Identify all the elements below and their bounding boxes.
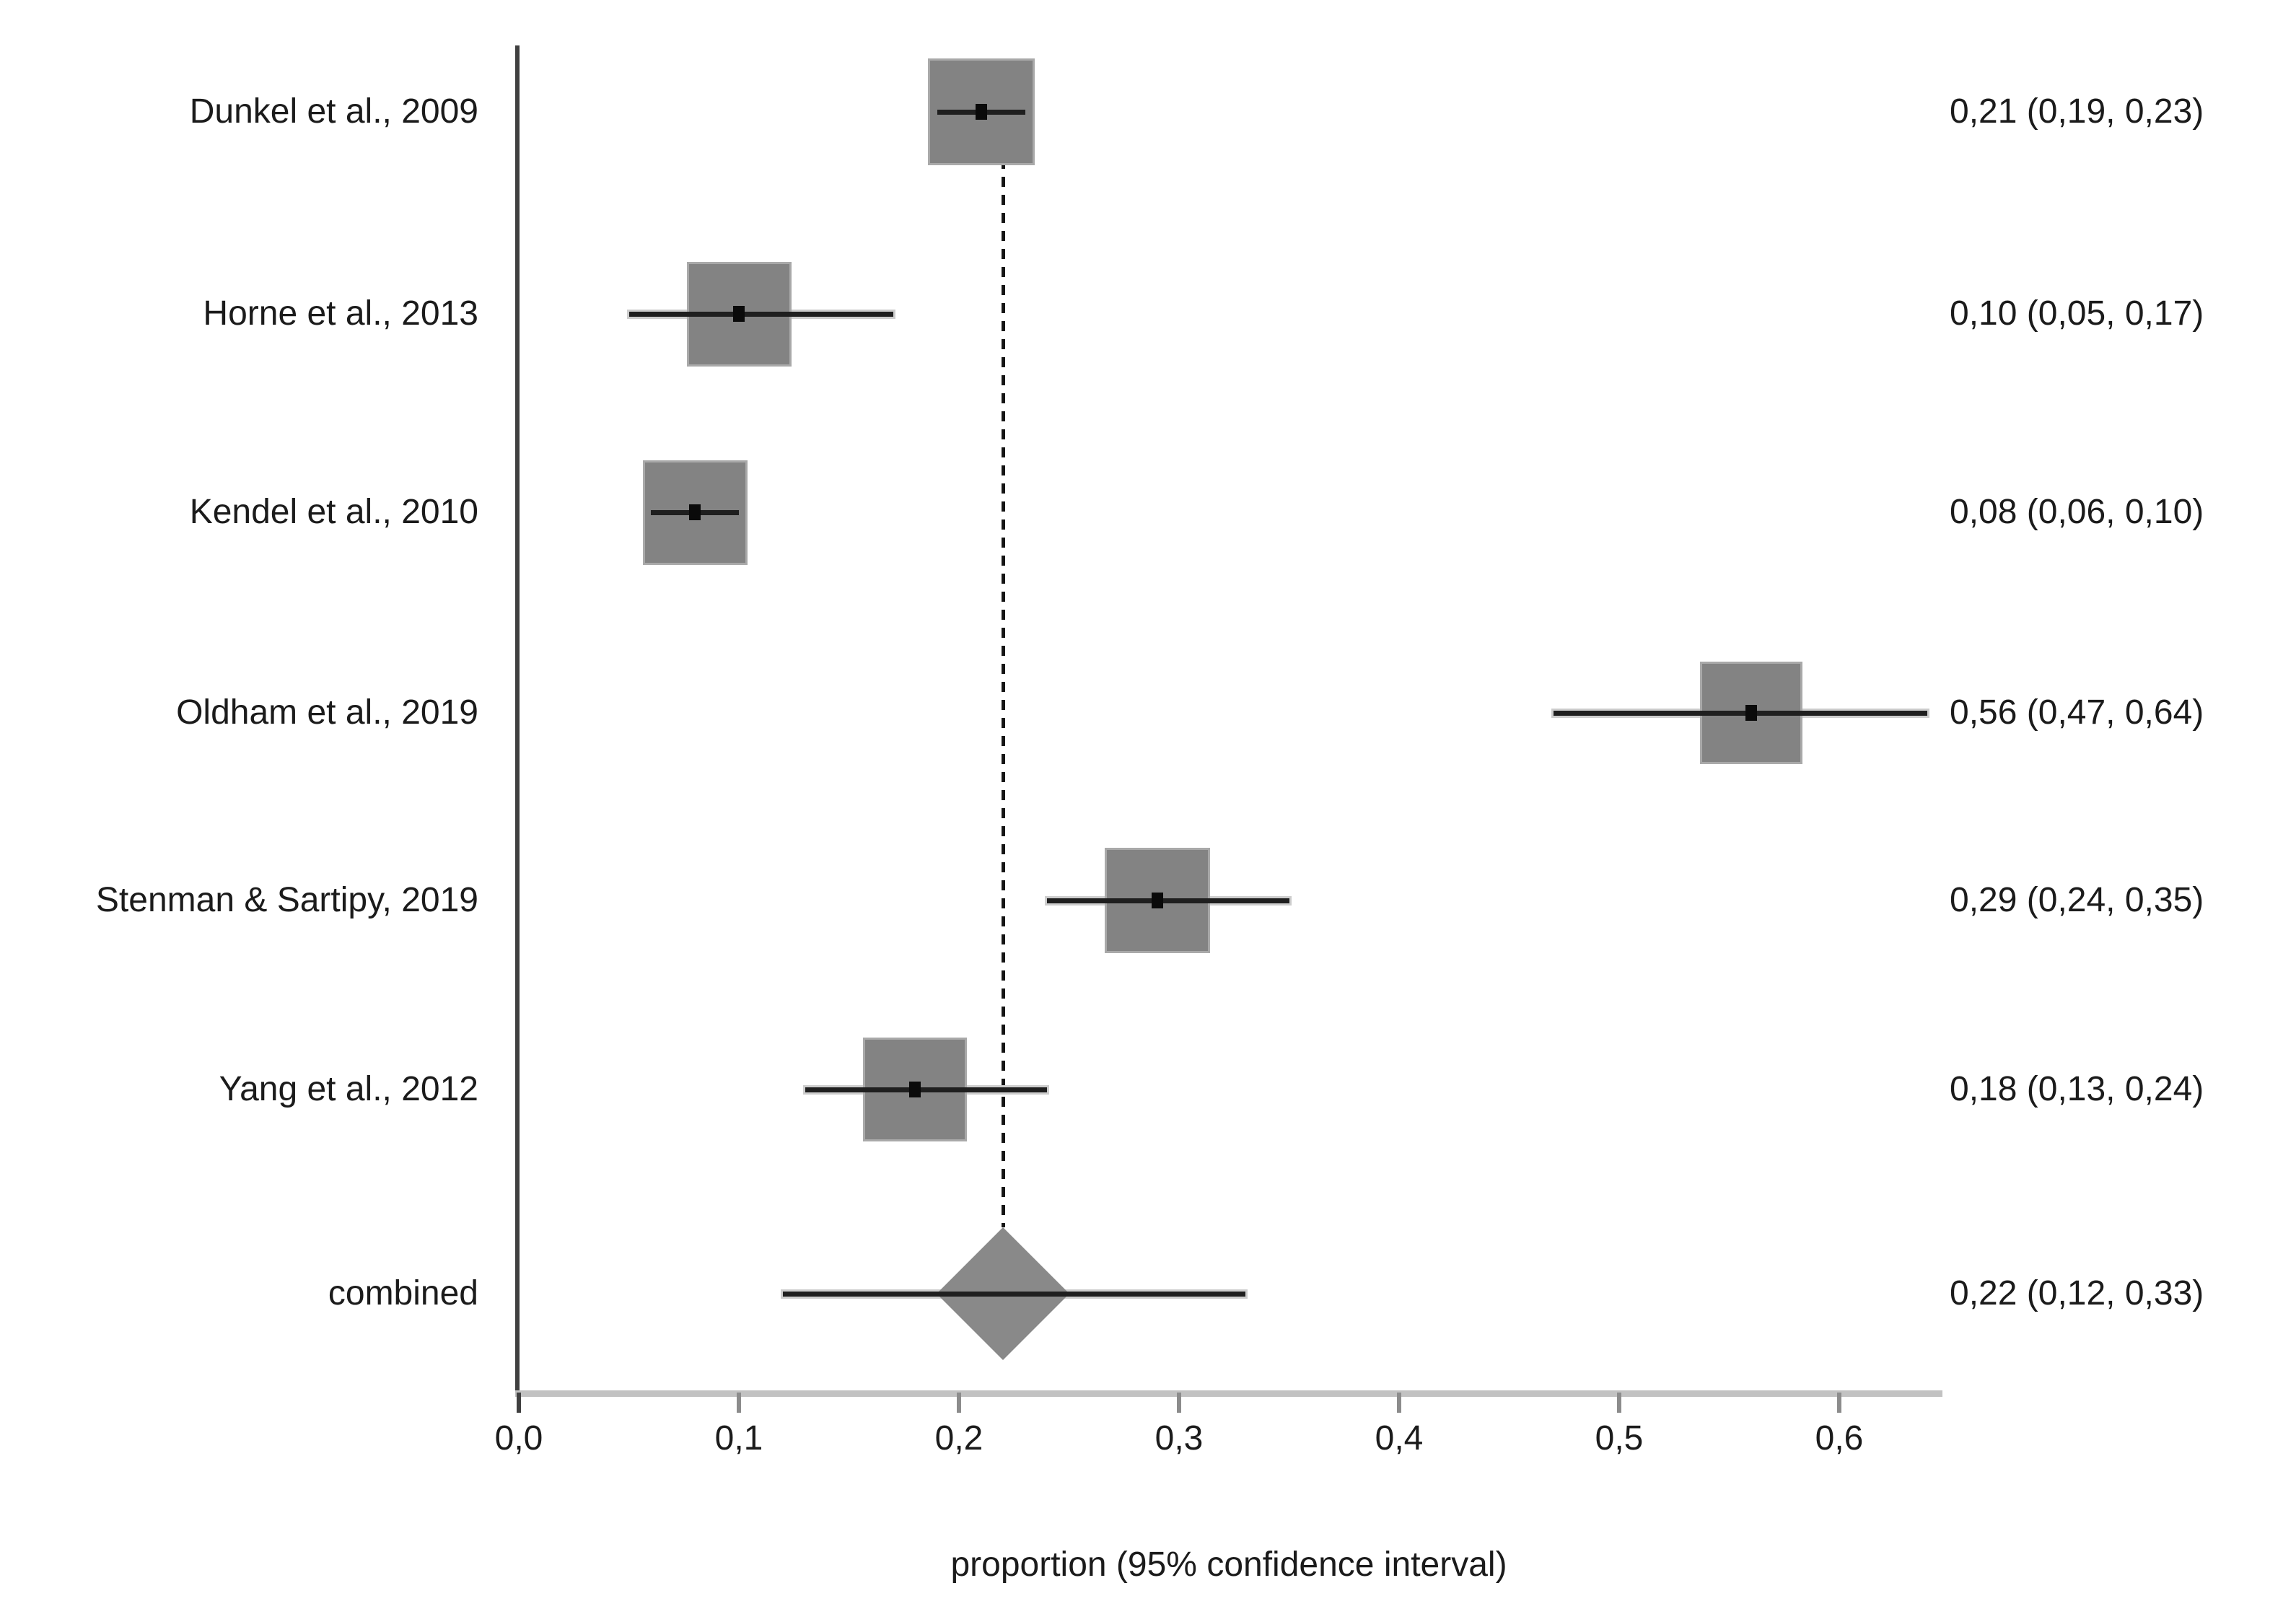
ci-value-label: 0,10 (0,05, 0,17) [1950,294,2204,333]
study-label: Horne et al., 2013 [203,294,478,333]
tick-label: 0,4 [1375,1419,1424,1457]
ci-line [783,1291,1245,1297]
tick-mark [517,1393,521,1413]
ci-line [628,311,893,317]
study-label: combined [328,1274,478,1312]
ci-value-label: 0,29 (0,24, 0,35) [1950,881,2204,919]
ci-line [1047,898,1289,903]
ci-line [805,1087,1047,1092]
tick-label: 0,5 [1595,1419,1644,1457]
ci-value-label: 0,18 (0,13, 0,24) [1950,1070,2204,1108]
tick-mark [1837,1393,1841,1413]
ci-value-label: 0,08 (0,06, 0,10) [1950,493,2204,531]
tick-mark [737,1393,741,1413]
tick-label: 0,6 [1815,1419,1864,1457]
estimate-dot [733,306,745,322]
ci-value-label: 0,56 (0,47, 0,64) [1950,693,2204,732]
estimate-dot [909,1082,921,1097]
study-label: Stenman & Sartipy, 2019 [95,881,478,919]
tick-mark [1617,1393,1621,1413]
y-axis-line [515,45,520,1397]
estimate-dot [1151,893,1163,908]
estimate-dot [1745,705,1757,721]
estimate-dot [975,104,987,120]
ci-value-label: 0,21 (0,19, 0,23) [1950,92,2204,131]
tick-label: 0,2 [934,1419,983,1457]
study-label: Oldham et al., 2019 [176,693,478,732]
ci-line [1553,710,1927,716]
reference-dashed-line [1001,123,1005,1227]
estimate-dot [689,504,701,520]
tick-mark [957,1393,961,1413]
x-axis-title: proportion (95% confidence interval) [950,1546,1507,1584]
tick-mark [1397,1393,1401,1413]
study-label: Dunkel et al., 2009 [189,92,478,131]
tick-label: 0,3 [1154,1419,1204,1457]
tick-mark [1177,1393,1181,1413]
tick-label: 0,0 [494,1419,543,1457]
study-label: Yang et al., 2012 [219,1070,478,1108]
tick-label: 0,1 [714,1419,763,1457]
ci-value-label: 0,22 (0,12, 0,33) [1950,1274,2204,1312]
study-label: Kendel et al., 2010 [189,493,478,531]
x-axis-line [515,1390,1942,1397]
